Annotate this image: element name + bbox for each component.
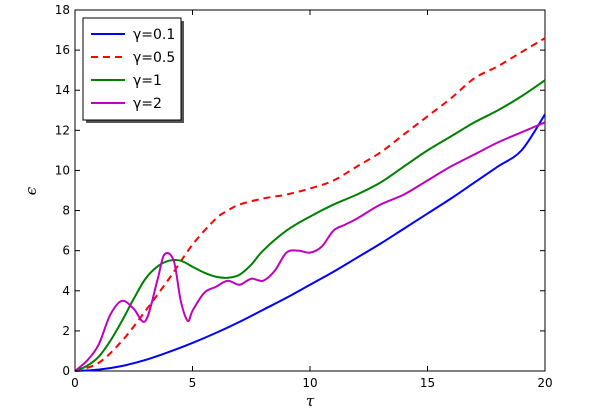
x-tick-label: 0 <box>71 376 79 390</box>
series-line-4 <box>74 121 546 372</box>
x-tick-label: 5 <box>189 376 197 390</box>
legend: γ=0.1 γ=0.5 γ=1 γ=2 <box>82 17 184 123</box>
y-tick-label: 12 <box>55 123 70 137</box>
y-axis-label: ϵ <box>22 186 40 195</box>
series-line-2 <box>74 37 546 372</box>
series-line-1 <box>74 113 546 372</box>
legend-label-4: γ=2 <box>133 96 162 112</box>
y-tick-label: 8 <box>62 204 70 218</box>
series-layer <box>74 37 546 372</box>
legend-label-1: γ=0.1 <box>133 27 175 43</box>
y-tick-label: 0 <box>62 364 70 378</box>
x-tick-label: 15 <box>420 376 435 390</box>
x-axis-label: τ <box>306 392 315 410</box>
y-tick-label: 18 <box>55 3 70 17</box>
y-tick-label: 2 <box>62 324 70 338</box>
y-tick-label: 10 <box>55 163 70 177</box>
legend-label-2: γ=0.5 <box>133 50 175 66</box>
legend-label-3: γ=1 <box>133 73 162 89</box>
x-tick-label: 20 <box>537 376 552 390</box>
x-tick-label: 10 <box>302 376 317 390</box>
y-tick-label: 4 <box>62 284 70 298</box>
y-tick-label: 16 <box>55 43 70 57</box>
tick-layer: 0 5 10 15 20 0 2 4 6 8 10 12 14 16 18 <box>55 3 553 390</box>
y-tick-label: 14 <box>55 83 70 97</box>
y-tick-label: 6 <box>62 244 70 258</box>
